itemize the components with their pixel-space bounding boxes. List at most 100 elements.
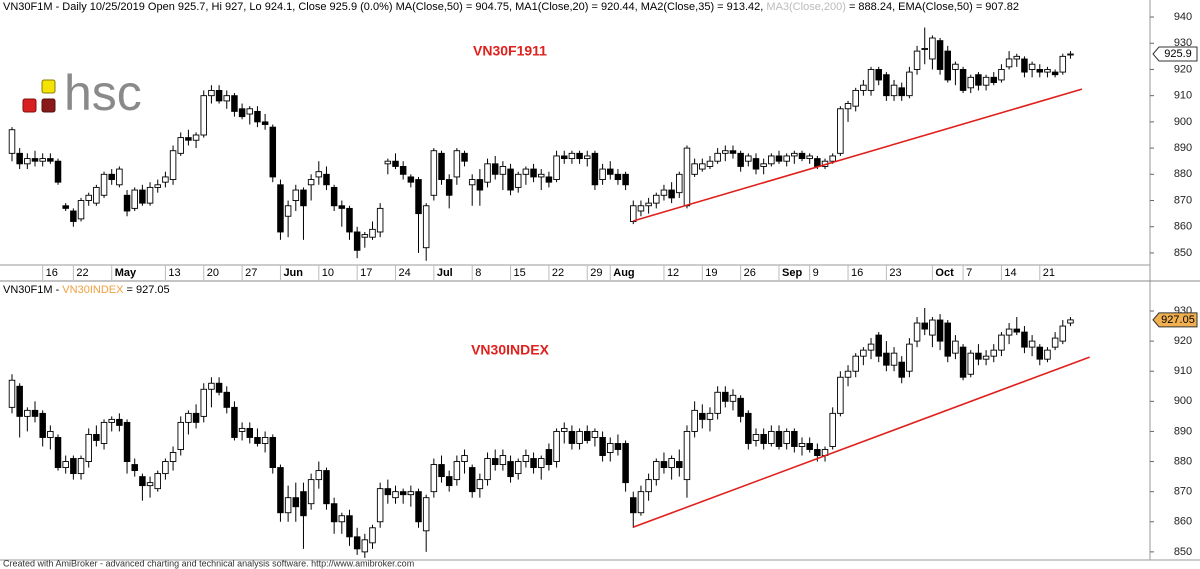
candle-body <box>1067 319 1074 324</box>
logo: hsc <box>22 65 142 121</box>
y-tick-label: 870 <box>1174 486 1192 498</box>
candle-body <box>300 189 307 207</box>
candle-body <box>760 163 767 167</box>
candle-body <box>752 158 760 170</box>
candle-body <box>468 467 476 493</box>
candle-body <box>998 69 1005 81</box>
candle-body <box>1051 337 1059 348</box>
candle-body <box>277 467 284 514</box>
candle-body <box>39 158 46 162</box>
candle-body <box>70 210 77 222</box>
candle-body <box>284 497 292 514</box>
candle-body <box>522 455 530 462</box>
candle-body <box>660 461 668 469</box>
candle-body <box>844 103 852 110</box>
candle-body <box>438 152 445 180</box>
candle-body <box>476 479 484 490</box>
candle-body <box>1059 325 1067 342</box>
candle-body <box>768 430 775 444</box>
candle-body <box>146 482 154 487</box>
x-tick-label: 14 <box>1004 267 1016 279</box>
candle-body <box>867 69 875 91</box>
candle-body <box>369 228 376 238</box>
candle-body <box>108 418 115 423</box>
candle-body <box>499 455 507 466</box>
candle-body <box>737 152 744 167</box>
logo-square <box>41 98 56 113</box>
candle-body <box>837 108 844 154</box>
x-tick-label: 9 <box>813 267 819 279</box>
candle-body <box>729 394 737 402</box>
x-tick-label: 20 <box>207 267 219 279</box>
x-tick-label: 15 <box>514 267 526 279</box>
candle-body <box>238 427 246 432</box>
candle-body <box>959 69 967 91</box>
candle-body <box>607 168 614 175</box>
candle-body <box>906 71 913 97</box>
candle-body <box>200 95 207 136</box>
candle-body <box>384 488 392 496</box>
candle-body <box>906 343 913 372</box>
candle-body <box>31 158 39 162</box>
candle-body <box>775 155 783 162</box>
y-tick-label: 860 <box>1174 221 1192 233</box>
candle-body <box>238 108 246 118</box>
candle-body <box>637 205 645 212</box>
candle-body <box>591 430 599 438</box>
candle-body <box>921 48 928 50</box>
candle-body <box>660 189 668 196</box>
candle-body <box>47 430 54 438</box>
candle-body <box>798 152 806 160</box>
candle-body <box>844 370 852 378</box>
candle-body <box>376 488 384 523</box>
candle-body <box>507 461 514 478</box>
candle-body <box>522 168 530 175</box>
candle-body <box>545 176 553 183</box>
header-part: VN30F1M - Daily 10/25/2019 Open 925.7, H… <box>3 1 766 13</box>
candle-body <box>607 443 614 453</box>
candle-body <box>952 63 959 70</box>
candle-body <box>215 382 223 393</box>
candle-body <box>683 430 691 481</box>
x-tick-label: 26 <box>744 267 756 279</box>
candle-body <box>783 155 790 162</box>
candle-body <box>100 421 108 444</box>
candle-body <box>768 155 775 165</box>
candle-body <box>392 491 399 499</box>
candle-body <box>1021 58 1028 73</box>
candle-body <box>867 343 875 351</box>
candle-body <box>131 189 138 209</box>
candle-body <box>162 461 169 475</box>
candle-body <box>338 515 346 523</box>
x-tick-label: 29 <box>590 267 602 279</box>
candle-body <box>154 473 161 490</box>
candle-body <box>852 355 859 372</box>
price-tag-label: 927.05 <box>1161 314 1195 326</box>
y-tick-label: 880 <box>1174 168 1192 180</box>
candle-body <box>913 50 921 70</box>
candle-body <box>530 168 537 178</box>
candle-body <box>461 152 468 162</box>
candle-body <box>1028 340 1036 348</box>
header-part: MA3(Close,200) <box>766 1 845 13</box>
candle-body <box>338 205 346 209</box>
y-tick-label: 880 <box>1174 455 1192 467</box>
candle-body <box>24 409 31 417</box>
candle-body <box>653 461 660 481</box>
candle-body <box>676 173 683 194</box>
candle-body <box>875 69 882 81</box>
candle-body <box>806 155 813 160</box>
candle-body <box>599 437 606 456</box>
candle-body <box>330 186 338 207</box>
candle-body <box>323 470 330 505</box>
candle-body <box>116 418 123 426</box>
candle-body <box>399 165 407 175</box>
candle-body <box>553 430 560 462</box>
x-tick-label: 27 <box>245 267 257 279</box>
candle-body <box>576 152 583 160</box>
candle-body <box>683 147 691 207</box>
y-tick-label: 890 <box>1174 142 1192 154</box>
header-part: = 927.05 <box>123 284 169 296</box>
candles <box>8 27 1074 261</box>
